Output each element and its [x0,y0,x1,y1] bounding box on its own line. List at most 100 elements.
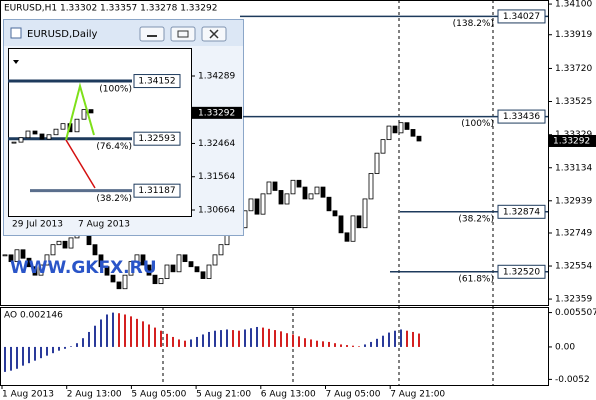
ao-bar [274,330,276,347]
candle [8,254,14,263]
candle [86,234,92,246]
ao-bar [112,312,114,347]
ao-bar [322,341,324,347]
fibo-ratio: (138.2%) [453,19,494,29]
candle [278,190,284,205]
candle [152,274,158,285]
candle [266,181,272,195]
ao-bar [178,339,180,347]
ao-bar [262,327,264,347]
candle [356,215,362,229]
ao-tick-label: 0.005507 [555,308,596,318]
inset-fibo-price: 1.31187 [138,186,175,196]
candle [290,179,296,195]
candle [302,186,308,200]
candle [104,266,110,276]
fibo-ratio: (100%) [461,119,494,129]
candle [62,240,68,249]
inset-marks: 1.34289 1.32464 1.31564 1.30664 1.33292 (100%… [8,71,242,230]
ao-bar [352,345,354,347]
ao-bar [172,336,174,347]
price-tick-label: 1.33525 [555,97,592,107]
ao-bar [100,319,102,347]
ao-bar [64,346,66,349]
ao-bar [148,324,150,347]
ao-bar [94,325,96,347]
inset-current-price: 1.33292 [198,108,235,118]
candle [362,198,368,229]
candle [386,125,392,141]
candle [416,135,422,142]
candle [206,264,212,279]
inset-candle [25,130,31,139]
candle [44,254,50,266]
ao-bar [286,333,288,347]
ao-bar [76,343,78,347]
price-tick-label: 1.32749 [555,228,592,238]
candle [344,232,350,242]
ao-bar [70,346,72,347]
candle [272,181,278,191]
candle [410,129,416,137]
ao-bar [28,346,30,364]
inset-fibo-ratio: (76.4%) [96,142,132,152]
ao-bar [166,333,168,347]
candle [116,281,122,290]
ao-bar [340,344,342,347]
ao-bar [82,338,84,347]
candle [314,186,320,195]
inset-fibo-price: 1.34152 [138,77,175,87]
close-glyph [209,29,219,39]
inset-menu-arrow [13,60,19,64]
ao-bar [88,331,90,347]
fibo-price-box [497,109,546,124]
ao-bar [40,346,42,359]
inset-candle [32,130,38,135]
ao-bar [34,346,36,361]
price-tick-label: 1.32939 [555,196,592,206]
candle [398,122,404,134]
inset-price-label: 1.34289 [198,71,235,81]
candle [374,152,380,174]
ao-bar [250,328,252,347]
candle [260,193,266,215]
zigzag-down [65,139,96,189]
candle [20,249,26,259]
inset-date-label: 7 Aug 2013 [78,220,130,230]
window-icon [10,27,22,39]
ao-bar [208,331,210,347]
inset-candle [88,109,94,114]
inset-fibo-box [133,74,181,89]
ao-bar [238,330,240,347]
candle [50,244,56,256]
candle [404,122,410,130]
chart-header: EURUSD,H1 1.33302 1.33357 1.33278 1.3329… [4,4,217,14]
fibo-price: 1.32520 [503,267,540,277]
minimize-button[interactable] [139,26,165,42]
candle [320,186,326,198]
ao-bar [196,336,198,347]
time-label: 7 Aug 21:00 [390,390,445,400]
maximize-button[interactable] [170,26,196,42]
inset-candle [74,118,80,133]
ao-bar [232,330,234,347]
current-price-box [549,134,596,147]
ao-bar [118,313,120,347]
inset-fibo-ratio: (100%) [99,85,132,95]
price-tick-label: 1.33919 [555,30,592,40]
candle [332,210,338,217]
fibo-ratio: (38.2%) [458,214,494,224]
ao-bar [280,331,282,347]
candle [2,254,8,257]
ao-bar [52,346,54,354]
ao-bar [334,343,336,347]
fibo-price: 1.32874 [503,207,540,217]
fibo-price: 1.34027 [503,12,540,22]
ao-bar [316,340,318,347]
candle [32,266,38,276]
inset-candle [81,109,87,120]
candle [194,266,200,273]
main-chart [2,122,422,290]
fibo-price-box [497,9,546,24]
candle [158,278,164,285]
